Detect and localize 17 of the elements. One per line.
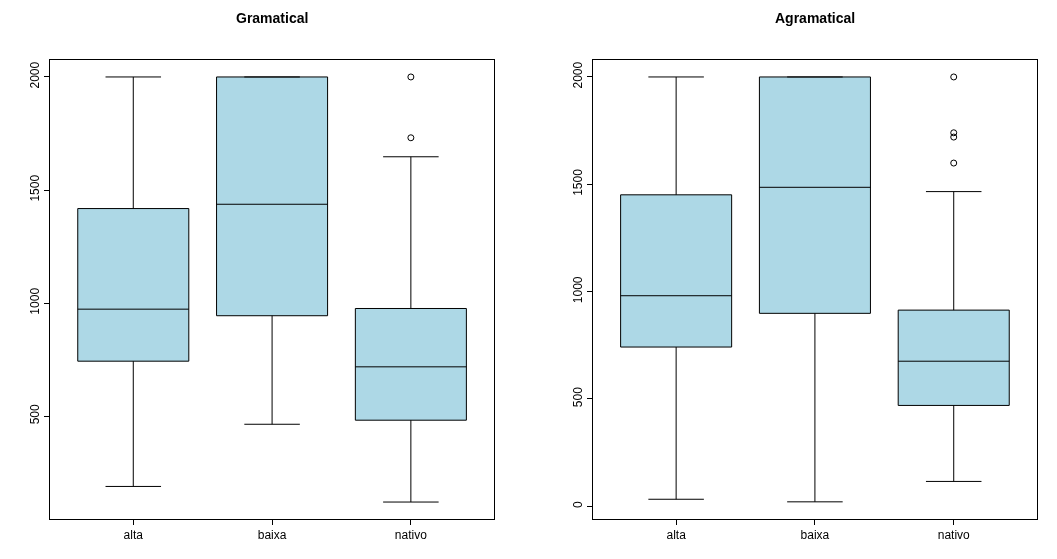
y-tick-label: 2000	[28, 61, 43, 89]
x-tick-label: alta	[666, 528, 687, 543]
y-tick-label: 1000	[571, 276, 586, 304]
x-tick-label: nativo	[394, 528, 428, 543]
y-tick-label: 1500	[28, 174, 43, 202]
y-tick-label: 1500	[571, 168, 586, 196]
x-tick-label: alta	[123, 528, 144, 543]
x-tick-label: nativo	[937, 528, 971, 543]
x-tick-label: baixa	[800, 528, 830, 543]
y-tick-label: 500	[571, 386, 586, 408]
y-tick-label: 1000	[28, 287, 43, 315]
x-tick-label: baixa	[257, 528, 287, 543]
y-tick-label: 500	[28, 403, 43, 425]
chart-title: Agramatical	[775, 10, 856, 26]
y-tick-label: 0	[571, 500, 586, 508]
y-tick-label: 2000	[571, 61, 586, 89]
chart-title: Gramatical	[236, 10, 309, 26]
